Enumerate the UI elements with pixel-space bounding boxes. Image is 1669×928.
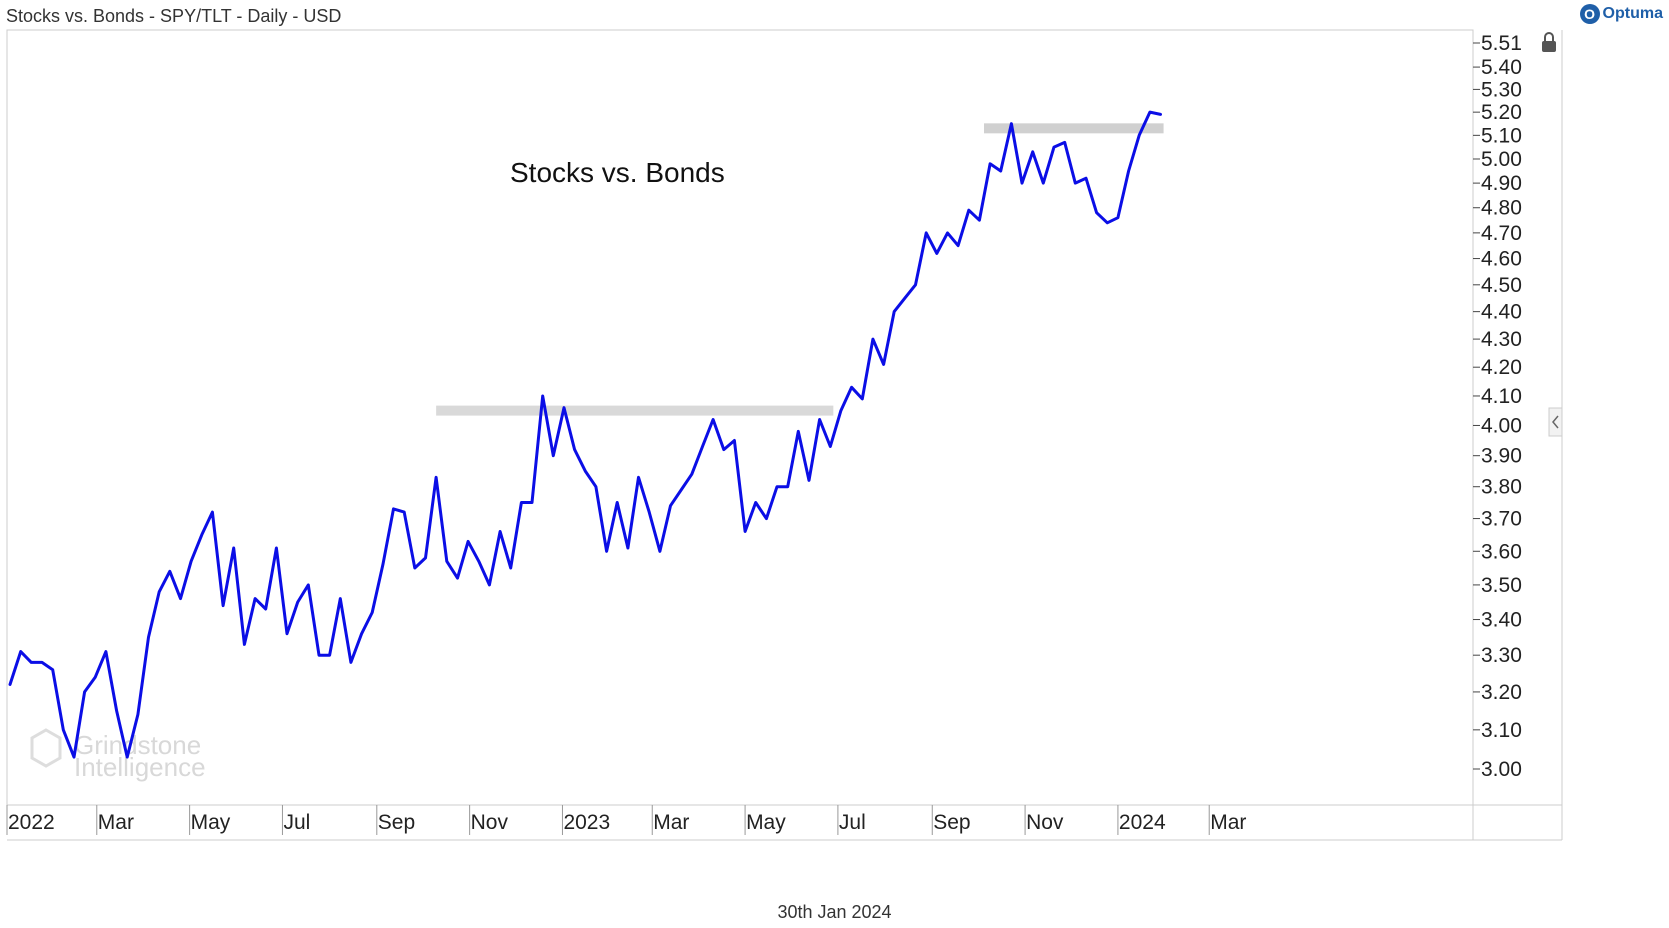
- chart-header-title: Stocks vs. Bonds - SPY/TLT - Daily - USD: [6, 6, 342, 26]
- y-tick-label: 4.70: [1481, 222, 1522, 245]
- y-tick-label: 4.60: [1481, 248, 1522, 271]
- x-tick-label: Nov: [471, 811, 509, 834]
- x-tick-label: Sep: [378, 811, 415, 834]
- lock-button[interactable]: [1538, 32, 1560, 54]
- lock-icon: [1542, 41, 1556, 52]
- watermark-logo-icon: [30, 728, 62, 768]
- y-tick-label: 3.80: [1481, 476, 1522, 499]
- plot-area: [6, 29, 1474, 806]
- footer-date: 30th Jan 2024: [777, 902, 892, 922]
- y-tick-label: 4.20: [1481, 356, 1522, 379]
- optuma-logo-icon: O: [1579, 4, 1600, 24]
- y-tick-label: 3.50: [1481, 574, 1522, 597]
- y-tick-label: 3.00: [1481, 758, 1522, 781]
- brand-name: Optuma: [1602, 5, 1663, 22]
- y-tick-label: 3.10: [1481, 719, 1522, 742]
- y-tick-label: 4.40: [1481, 301, 1522, 324]
- x-tick-label: Mar: [653, 811, 689, 834]
- x-tick-label: Jul: [283, 811, 310, 834]
- y-tick-label: 5.40: [1481, 56, 1522, 79]
- watermark-line1: Grindstone: [74, 730, 201, 760]
- x-tick-label: Mar: [98, 811, 134, 834]
- chart: Grindstone Intelligence Stocks vs. Bonds…: [6, 29, 1563, 841]
- x-tick-label: May: [191, 811, 231, 834]
- y-tick-label: 5.30: [1481, 78, 1522, 101]
- y-tick-label: 3.90: [1481, 445, 1522, 468]
- y-tick-label: 3.30: [1481, 644, 1522, 667]
- resistance-band-2: [983, 123, 1164, 134]
- x-tick-label: Nov: [1026, 811, 1064, 834]
- brand-logo: O Optuma: [1579, 4, 1663, 24]
- lock-shackle: [1544, 32, 1554, 41]
- y-tick-label: 4.90: [1481, 172, 1522, 195]
- y-tick-label: 3.20: [1481, 681, 1522, 704]
- y-tick-label: 4.50: [1481, 274, 1522, 297]
- x-tick-label: 2023: [563, 811, 610, 834]
- y-tick-label: 4.10: [1481, 385, 1522, 408]
- y-tick-label: 3.40: [1481, 609, 1522, 632]
- y-tick-label: 5.00: [1481, 148, 1522, 171]
- resistance-band-1: [436, 405, 834, 416]
- side-panel-toggle-bg: [1548, 407, 1563, 437]
- y-tick-label: 5.20: [1481, 101, 1522, 124]
- x-tick-label: May: [746, 811, 786, 834]
- y-tick-label: 4.00: [1481, 414, 1522, 437]
- x-axis-ticks: 2022 Mar May Jul Sep Nov 2023 Mar May Jul Sep Nov 20…: [6, 805, 1246, 835]
- x-tick-label: 2022: [8, 811, 55, 834]
- series-line-spy-tlt: [8, 110, 1162, 759]
- watermark: Grindstone Intelligence: [30, 728, 206, 782]
- y-tick-label: 4.80: [1481, 197, 1522, 220]
- annotation-bands: [436, 123, 1164, 416]
- y-tick-label: 3.60: [1481, 540, 1522, 563]
- side-panel-toggle[interactable]: [1548, 407, 1563, 437]
- y-tick-label: 4.30: [1481, 328, 1522, 351]
- chevron-left-icon: [1552, 415, 1559, 429]
- y-axis-ticks: 5.515.405.305.205.105.004.904.804.70 4.60…: [1473, 32, 1522, 781]
- x-tick-label: Mar: [1210, 811, 1246, 834]
- x-tick-label: 2024: [1119, 811, 1166, 834]
- x-tick-label: Sep: [933, 811, 970, 834]
- y-tick-label: 5.51: [1481, 32, 1522, 55]
- watermark-line2: Intelligence: [74, 752, 206, 782]
- x-tick-label: Jul: [839, 811, 866, 834]
- y-tick-label: 5.10: [1481, 124, 1522, 147]
- chart-title: Stocks vs. Bonds: [510, 157, 725, 188]
- y-tick-label: 3.70: [1481, 508, 1522, 531]
